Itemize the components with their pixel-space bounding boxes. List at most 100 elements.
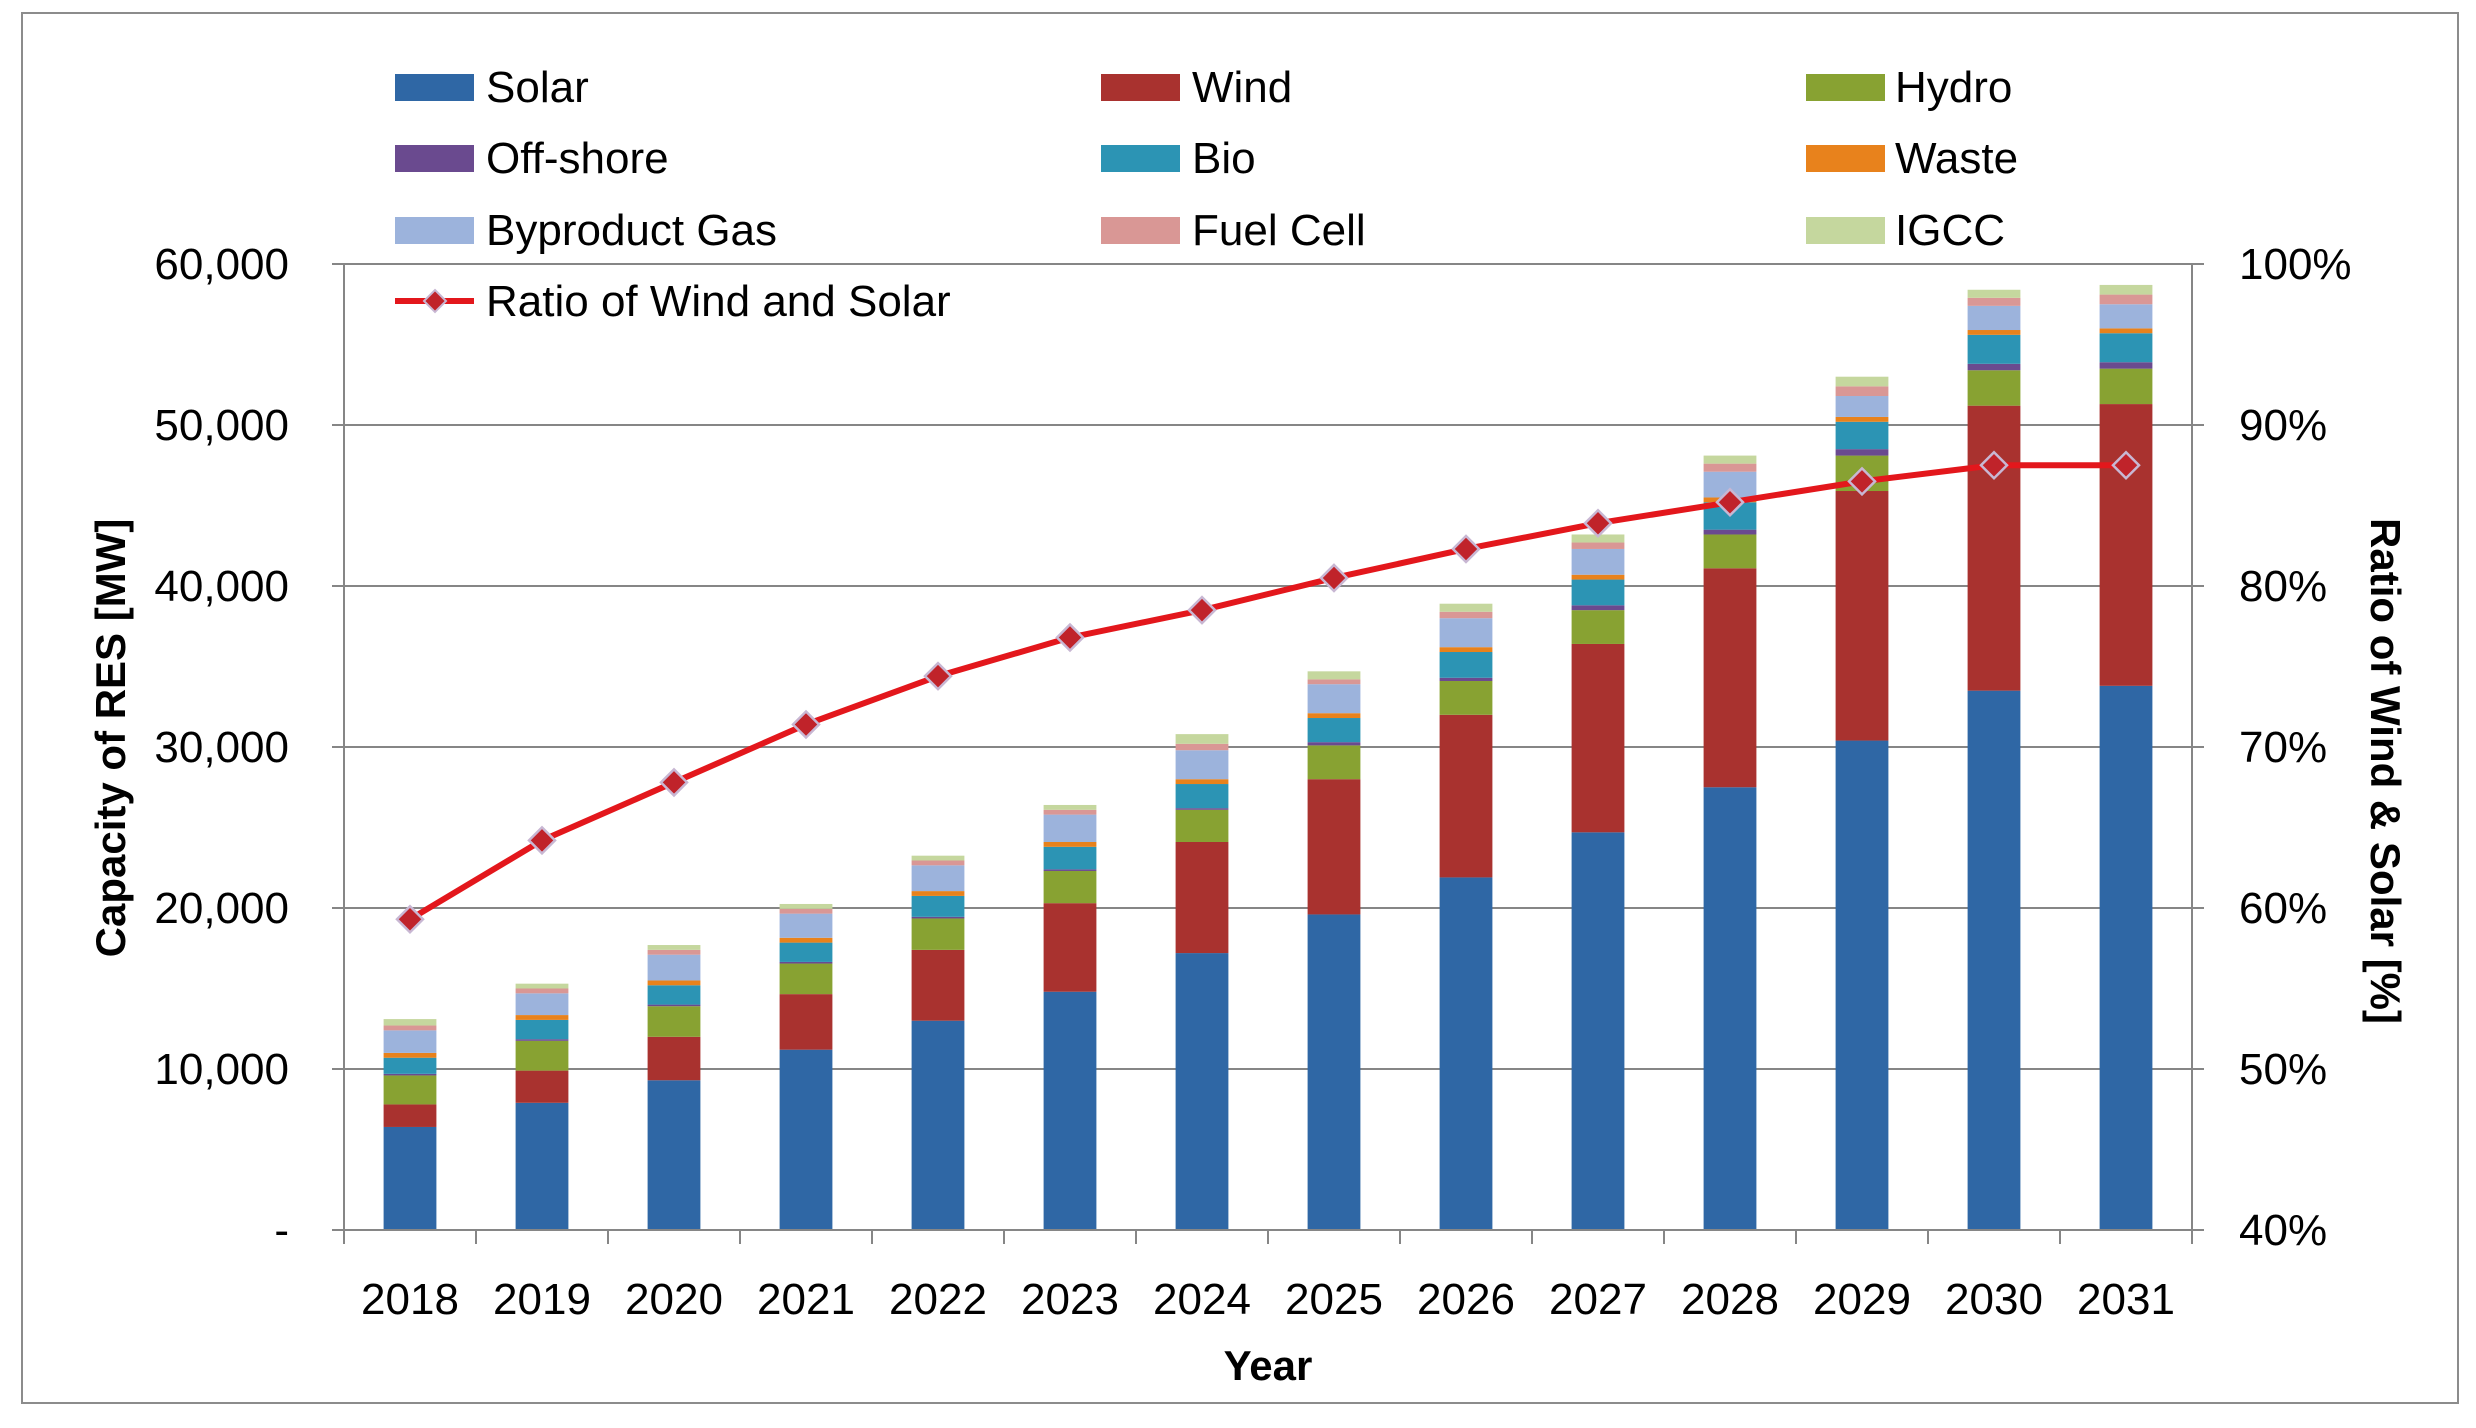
x-tick-label-2030: 2030 — [1945, 1275, 2043, 1324]
bar-2025-off-shore — [1307, 742, 1361, 746]
y-tick-label-left: 30,000 — [154, 723, 289, 772]
bar-2020-bio — [647, 985, 701, 1005]
bar-2024-solar — [1175, 953, 1229, 1230]
y-axis-title-right: Ratio of Wind & Solar [%] — [2362, 518, 2409, 1024]
bar-2031-byproduct-gas — [2099, 304, 2153, 329]
bar-2023-igcc — [1043, 804, 1097, 810]
y-axis-title-left: Capacity of RES [MW] — [87, 519, 134, 958]
legend-label-fuel-cell: Fuel Cell — [1192, 206, 1366, 255]
series-fuel-cell — [383, 294, 2153, 1031]
bar-2022-hydro — [911, 918, 965, 950]
bar-2019-fuel-cell — [515, 988, 569, 994]
ratio-line — [408, 462, 2126, 922]
bar-2030-hydro — [1967, 370, 2021, 406]
bar-2022-waste — [911, 891, 965, 896]
bar-2019-off-shore — [515, 1039, 569, 1041]
bar-2022-bio — [911, 895, 965, 917]
legend-item-solar: Solar — [395, 63, 589, 112]
bar-2025-hydro — [1307, 745, 1361, 780]
bar-2030-wind — [1967, 405, 2021, 691]
series-hydro — [383, 368, 2153, 1105]
bar-2018-fuel-cell — [383, 1025, 437, 1031]
bar-2024-bio — [1175, 784, 1229, 809]
bar-2024-byproduct-gas — [1175, 750, 1229, 780]
y-tick-label-right: 50% — [2239, 1045, 2327, 1094]
bar-2027-byproduct-gas — [1571, 548, 1625, 575]
series-solar — [383, 685, 2153, 1230]
bar-2027-hydro — [1571, 610, 1625, 644]
bar-2022-off-shore — [911, 916, 965, 919]
bar-2031-off-shore — [2099, 362, 2153, 369]
legend-label-igcc: IGCC — [1895, 206, 2005, 255]
x-tick-label-2021: 2021 — [757, 1275, 855, 1324]
bar-2026-igcc — [1439, 603, 1493, 612]
bar-2020-off-shore — [647, 1004, 701, 1007]
bar-2029-byproduct-gas — [1835, 396, 1889, 417]
y-tick-label-right: 60% — [2239, 884, 2327, 933]
y-tick-label-left: 40,000 — [154, 562, 289, 611]
bar-2022-fuel-cell — [911, 860, 965, 866]
bar-2019-waste — [515, 1015, 569, 1020]
bar-2029-waste — [1835, 416, 1889, 422]
legend-item-hydro: Hydro — [1806, 63, 2012, 112]
bar-2030-bio — [1967, 334, 2021, 364]
bar-2030-off-shore — [1967, 363, 2021, 371]
bar-2029-solar — [1835, 740, 1889, 1230]
ratio-marker-2018 — [395, 904, 425, 935]
bar-2021-hydro — [779, 963, 833, 995]
bar-2030-solar — [1967, 690, 2021, 1230]
bar-2026-waste — [1439, 647, 1493, 653]
bar-2020-hydro — [647, 1006, 701, 1037]
bar-2021-bio — [779, 942, 833, 962]
legend-item-igcc: IGCC — [1806, 206, 2005, 255]
legend: Solar Wind Hydro Off-shore Bio Waste Byproduct… — [395, 63, 2018, 326]
bar-2023-fuel-cell — [1043, 809, 1097, 815]
bar-2026-solar — [1439, 877, 1493, 1230]
legend-label-wind: Wind — [1192, 63, 1292, 112]
bar-2021-byproduct-gas — [779, 913, 833, 938]
stacked-bars — [383, 284, 2153, 1230]
legend-item-wind: Wind — [1101, 63, 1292, 112]
bar-2018-igcc — [383, 1019, 437, 1026]
bar-2018-solar — [383, 1126, 437, 1230]
bar-2026-wind — [1439, 714, 1493, 878]
ratio-marker-2025 — [1319, 563, 1349, 593]
x-tick-label-2025: 2025 — [1285, 1275, 1383, 1324]
series-waste — [383, 328, 2153, 1058]
bar-2018-bio — [383, 1057, 437, 1074]
bar-2026-byproduct-gas — [1439, 618, 1493, 648]
ratio-marker-2030 — [1979, 450, 2009, 481]
legend-swatch-igcc — [1806, 217, 1885, 244]
legend-swatch-wind — [1101, 74, 1180, 101]
ratio-marker-2023 — [1055, 622, 1085, 653]
x-tick-label-2029: 2029 — [1813, 1275, 1911, 1324]
bar-2019-bio — [515, 1019, 569, 1040]
legend-label-waste: Waste — [1895, 134, 2018, 183]
bar-2021-off-shore — [779, 961, 833, 964]
bar-2027-off-shore — [1571, 605, 1625, 611]
bar-2021-igcc — [779, 903, 833, 909]
series-wind — [383, 404, 2153, 1127]
y-tick-label-right: 70% — [2239, 723, 2327, 772]
bar-2028-fuel-cell — [1703, 463, 1757, 472]
bar-2028-igcc — [1703, 455, 1757, 464]
legend-label-solar: Solar — [486, 63, 589, 112]
bar-2023-byproduct-gas — [1043, 814, 1097, 842]
bar-2022-solar — [911, 1020, 965, 1230]
bar-2031-hydro — [2099, 368, 2153, 405]
x-tick-label-2019: 2019 — [493, 1275, 591, 1324]
y-tick-label-left: 10,000 — [154, 1045, 289, 1094]
ratio-marker-2024 — [1187, 595, 1217, 625]
legend-label-byproduct-gas: Byproduct Gas — [486, 206, 777, 255]
bar-2029-wind — [1835, 491, 1889, 741]
bar-2025-bio — [1307, 718, 1361, 743]
bar-2023-waste — [1043, 841, 1097, 847]
bar-2020-wind — [647, 1036, 701, 1081]
bar-2027-bio — [1571, 579, 1625, 606]
bar-2019-solar — [515, 1102, 569, 1230]
bar-2029-bio — [1835, 421, 1889, 450]
legend-swatch-waste — [1806, 145, 1885, 172]
bar-2018-wind — [383, 1104, 437, 1127]
bar-2019-wind — [515, 1070, 569, 1103]
legend-swatch-solar — [395, 74, 474, 101]
